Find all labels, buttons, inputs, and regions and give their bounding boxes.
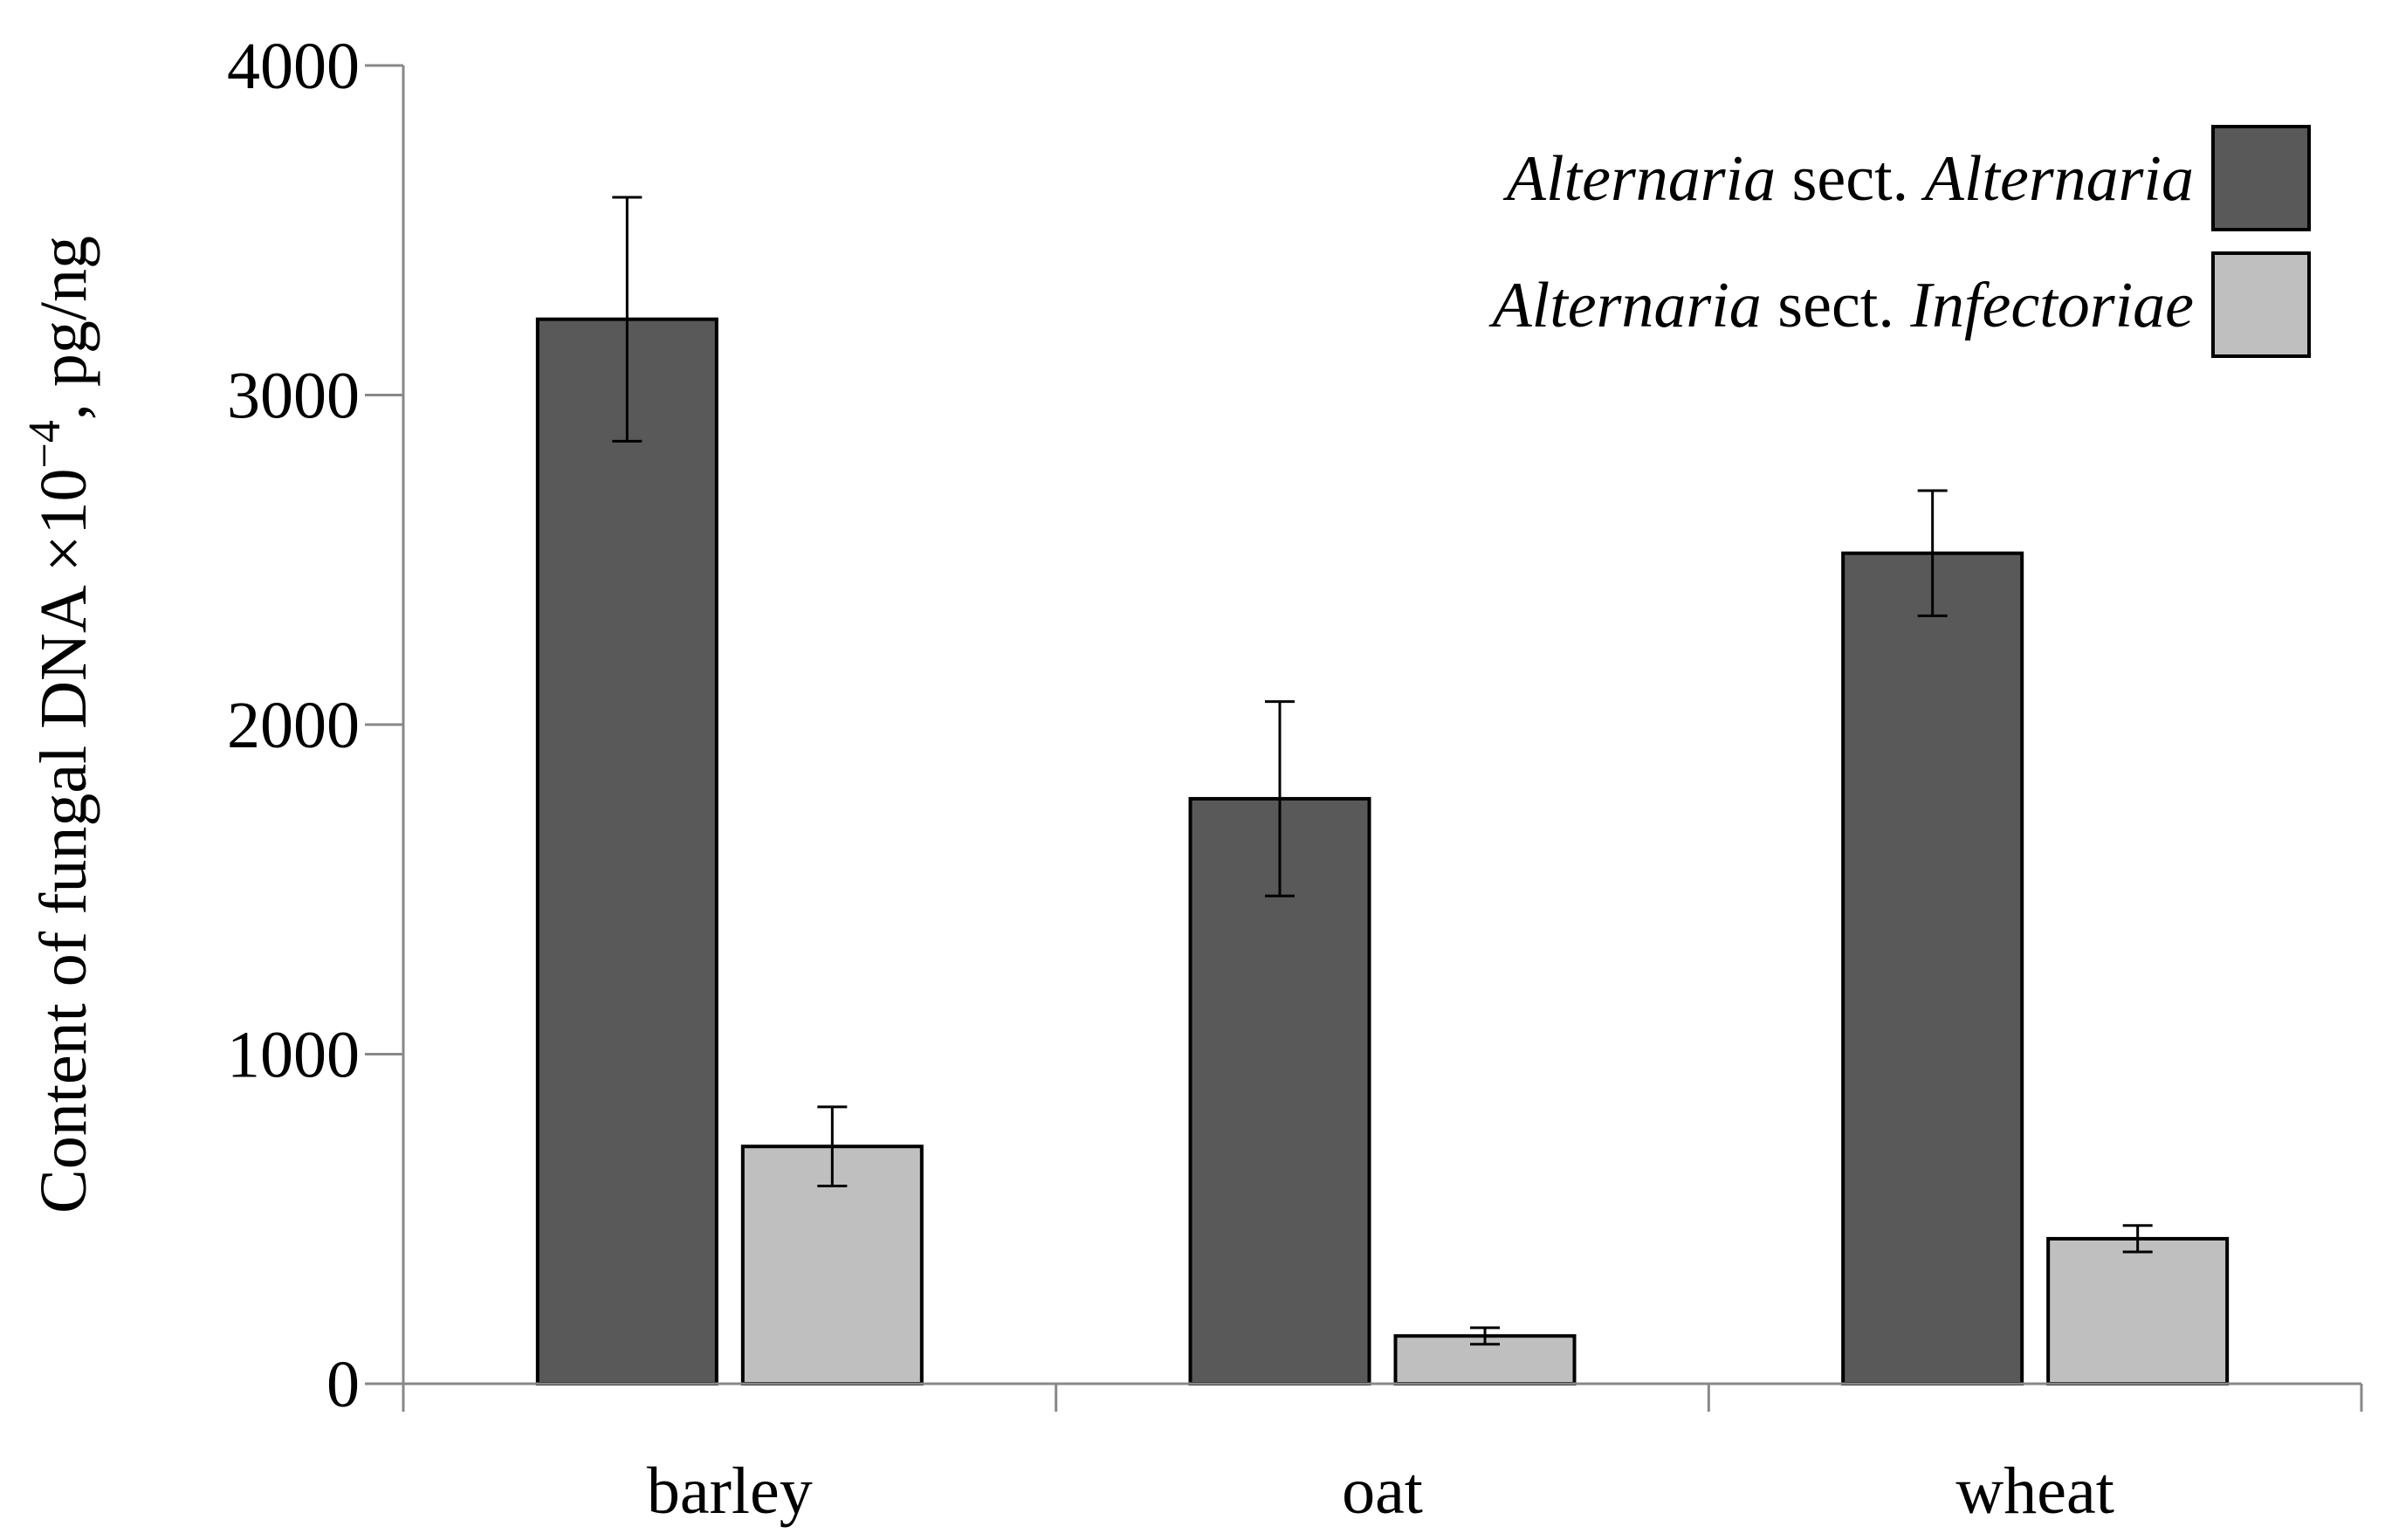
- y-tick-label: 1000: [227, 1019, 360, 1092]
- x-axis-ticks: [402, 1384, 2363, 1412]
- legend-swatch-2: [2211, 251, 2311, 358]
- legend-label-2: Alternaria sect. Infectoriae: [1488, 270, 2194, 341]
- category-label-wheat: wheat: [1955, 1454, 2114, 1528]
- y-axis-title: Content of fungal DNA ×10−4, pg/ng: [20, 236, 100, 1213]
- category-labels: barley oat wheat: [647, 1454, 2114, 1528]
- category-label-oat: oat: [1342, 1454, 1423, 1528]
- y-tick-labels: 0 1000 2000 3000 4000: [227, 30, 360, 1421]
- legend-label-1: Alternaria sect. Alternaria: [1502, 143, 2194, 215]
- y-axis-ticks: [365, 64, 403, 1385]
- y-tick-label: 2000: [227, 689, 360, 762]
- legend-swatch-1: [2211, 125, 2311, 231]
- category-label-barley: barley: [647, 1454, 813, 1528]
- y-tick-label: 3000: [227, 360, 360, 433]
- bar-barley-series-1: [535, 317, 718, 1385]
- bar-wheat-series-2: [2046, 1236, 2230, 1386]
- y-tick-label: 0: [326, 1348, 360, 1421]
- axes: [402, 65, 2361, 1412]
- legend: Alternaria sect. Alternaria Alternaria se…: [1488, 125, 2311, 358]
- y-tick-label: 4000: [227, 30, 360, 103]
- bar-wheat-series-1: [1841, 551, 2024, 1385]
- error-bars: [612, 196, 2153, 1346]
- bars: [535, 317, 2230, 1386]
